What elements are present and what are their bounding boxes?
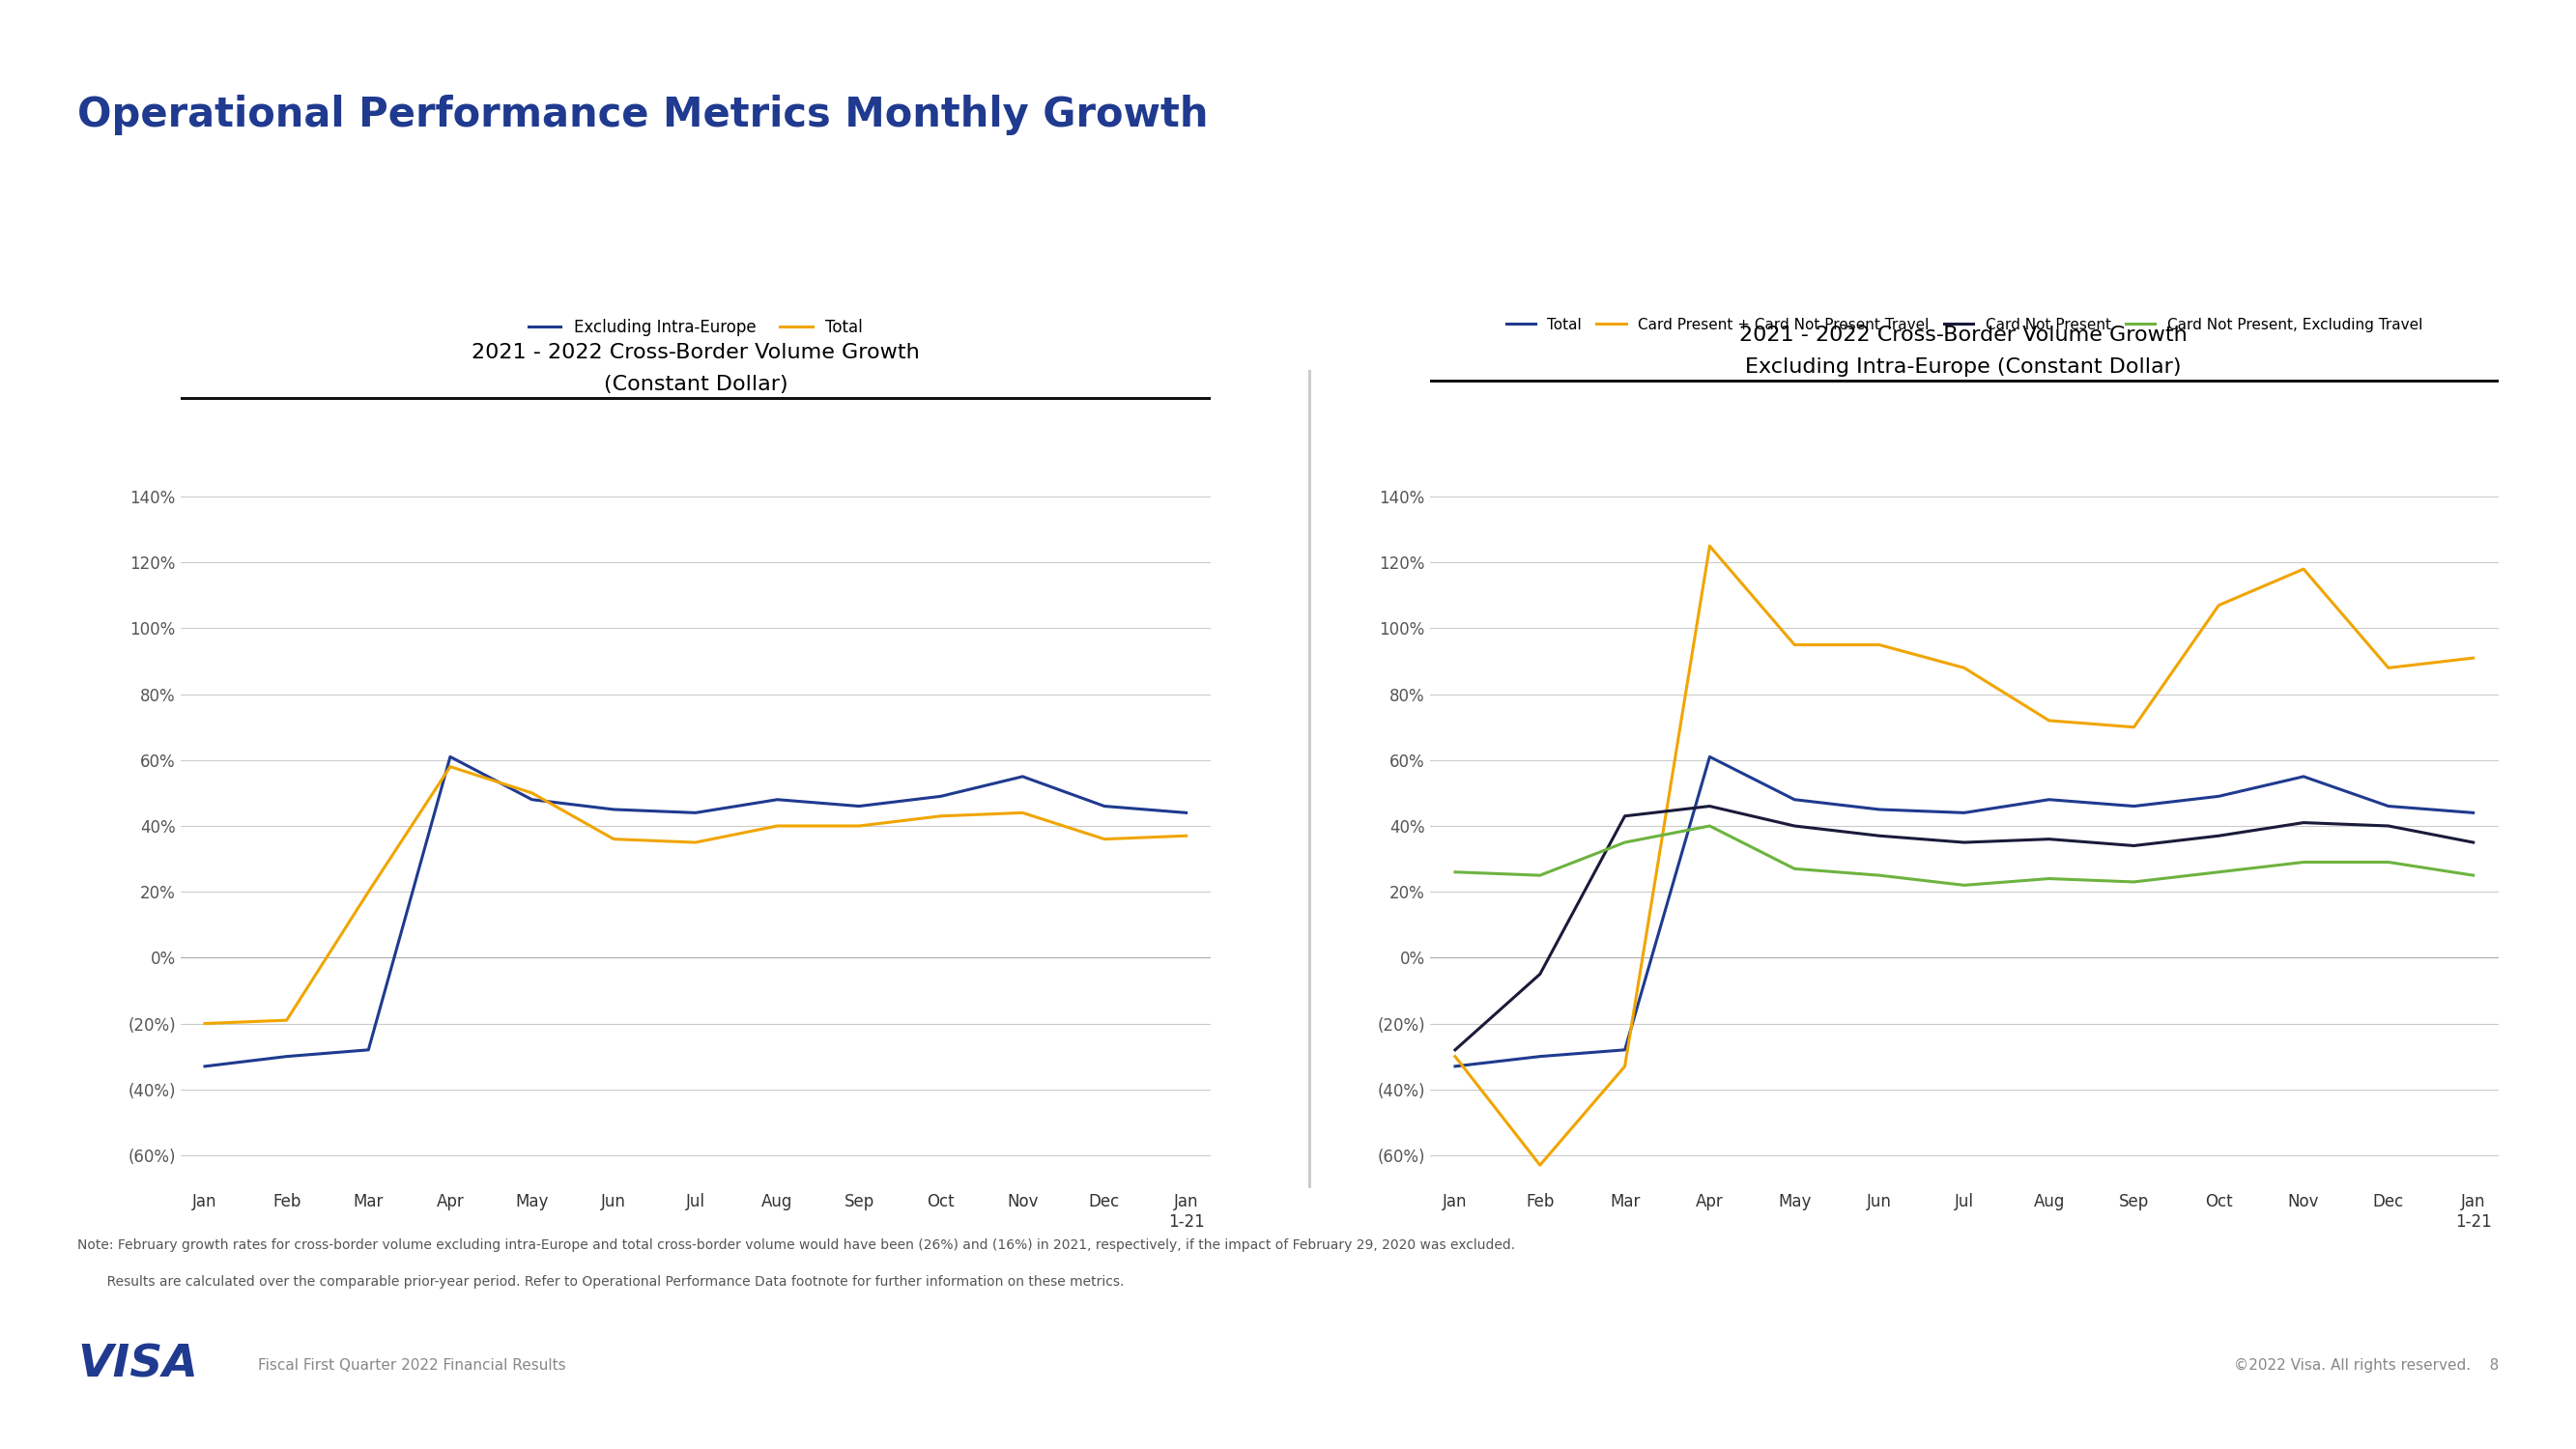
Text: 2021 - 2022 Cross-Border Volume Growth: 2021 - 2022 Cross-Border Volume Growth bbox=[471, 343, 920, 362]
Text: Operational Performance Metrics Monthly Growth: Operational Performance Metrics Monthly … bbox=[77, 94, 1208, 135]
Text: Results are calculated over the comparable prior-year period. Refer to Operation: Results are calculated over the comparab… bbox=[77, 1275, 1123, 1288]
Text: Note: February growth rates for cross-border volume excluding intra-Europe and t: Note: February growth rates for cross-bo… bbox=[77, 1239, 1515, 1252]
Text: Fiscal First Quarter 2022 Financial Results: Fiscal First Quarter 2022 Financial Resu… bbox=[258, 1358, 567, 1372]
Legend: Total, Card Present + Card Not Present Travel, Card Not Present, Card Not Presen: Total, Card Present + Card Not Present T… bbox=[1499, 312, 2429, 338]
Text: VISA: VISA bbox=[77, 1343, 198, 1387]
Text: ©2022 Visa. All rights reserved.    8: ©2022 Visa. All rights reserved. 8 bbox=[2233, 1358, 2499, 1372]
Text: (Constant Dollar): (Constant Dollar) bbox=[603, 375, 788, 394]
Text: Excluding Intra-Europe (Constant Dollar): Excluding Intra-Europe (Constant Dollar) bbox=[1744, 358, 2182, 377]
Text: 2021 - 2022 Cross-Border Volume Growth: 2021 - 2022 Cross-Border Volume Growth bbox=[1739, 326, 2187, 345]
Legend: Excluding Intra-Europe, Total: Excluding Intra-Europe, Total bbox=[523, 313, 868, 342]
